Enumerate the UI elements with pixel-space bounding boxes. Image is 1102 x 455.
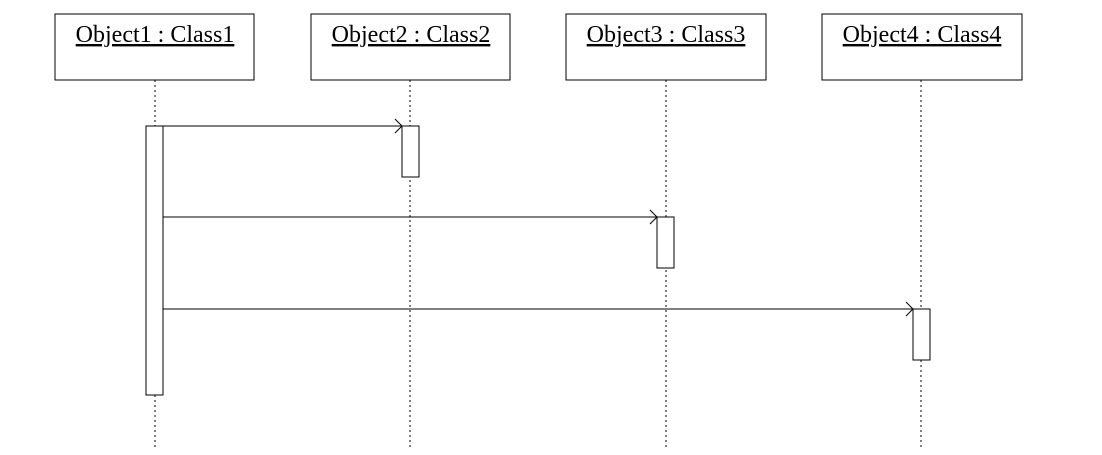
object-box	[821, 13, 1023, 81]
activation-obj3	[656, 216, 675, 269]
object-box	[310, 13, 511, 81]
object-box	[54, 13, 255, 81]
activation-obj4	[912, 308, 931, 361]
message-1	[163, 118, 403, 134]
activation-obj2	[401, 125, 420, 178]
activation-obj1	[145, 125, 164, 396]
arrowhead-icon	[394, 118, 403, 134]
object-box	[565, 13, 767, 81]
message-2	[163, 209, 658, 225]
object-obj4: Object4 : Class4	[821, 13, 1023, 81]
message-3	[163, 301, 914, 317]
object-label: Object3 : Class3	[587, 22, 746, 48]
arrowhead-icon	[905, 301, 914, 317]
object-label: Object4 : Class4	[843, 22, 1002, 48]
object-obj2: Object2 : Class2	[310, 13, 511, 81]
object-label: Object2 : Class2	[332, 22, 491, 48]
arrowhead-icon	[649, 209, 658, 225]
object-obj3: Object3 : Class3	[565, 13, 767, 81]
object-label: Object1 : Class1	[76, 22, 235, 48]
object-obj1: Object1 : Class1	[54, 13, 255, 81]
